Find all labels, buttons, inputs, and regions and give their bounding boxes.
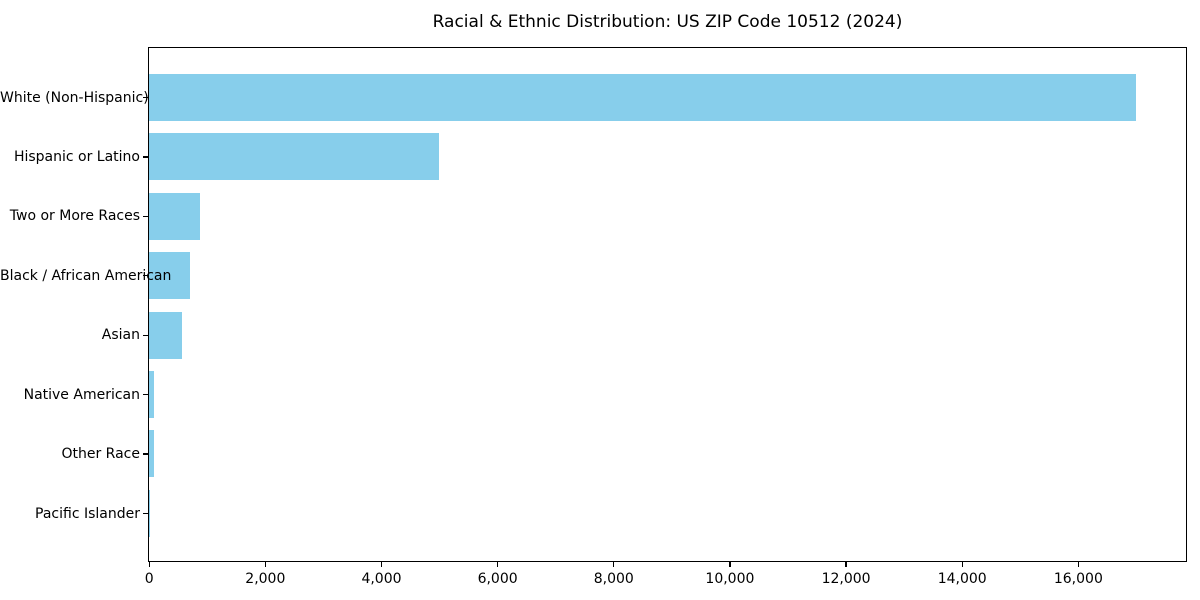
bar-5 [149,370,154,418]
x-tick-mark [961,562,963,567]
x-tick-label: 10,000 [705,571,755,587]
x-tick-label: 16,000 [1053,571,1103,587]
y-tick-mark [143,394,148,396]
chart-title: Racial & Ethnic Distribution: US ZIP Cod… [432,12,903,32]
y-tick-mark [143,512,148,515]
x-tick-label: 8,000 [593,571,634,587]
x-tick-label: 12,000 [821,571,871,587]
y-tick-mark [143,453,148,455]
x-tick-label: 0 [144,571,154,587]
x-tick-mark [497,562,499,567]
x-tick-mark [845,562,847,567]
y-tick-label: Native American [23,386,140,403]
x-tick-label: 4,000 [361,571,402,587]
y-tick-mark [143,156,148,158]
plot-area [148,47,1187,562]
y-tick-label: Black / African American [0,267,172,284]
x-tick-mark [613,562,615,567]
y-tick-mark [143,275,148,277]
y-tick-label: White (Non-Hispanic) [0,89,149,106]
bar-3 [149,252,190,300]
x-tick-label: 6,000 [477,571,518,587]
y-tick-label: Pacific Islander [35,505,140,522]
y-tick-label: Two or More Races [9,208,140,225]
bar-7 [149,489,150,537]
y-tick-label: Other Race [61,446,140,463]
x-tick-mark [264,562,266,567]
y-tick-label: Hispanic or Latino [13,148,140,165]
x-tick-mark [729,562,731,567]
y-tick-mark [143,334,148,336]
x-tick-mark [148,562,150,567]
bar-0 [149,73,1137,121]
bar-1 [149,133,440,181]
y-tick-mark [143,96,148,99]
x-tick-label: 14,000 [937,571,987,587]
x-tick-label: 2,000 [245,571,286,587]
bar-4 [149,311,183,359]
bar-6 [149,430,155,478]
x-tick-mark [1077,562,1079,567]
x-tick-mark [380,562,383,567]
bar-2 [149,192,201,240]
y-tick-mark [143,215,148,217]
y-tick-label: Asian [101,327,140,344]
